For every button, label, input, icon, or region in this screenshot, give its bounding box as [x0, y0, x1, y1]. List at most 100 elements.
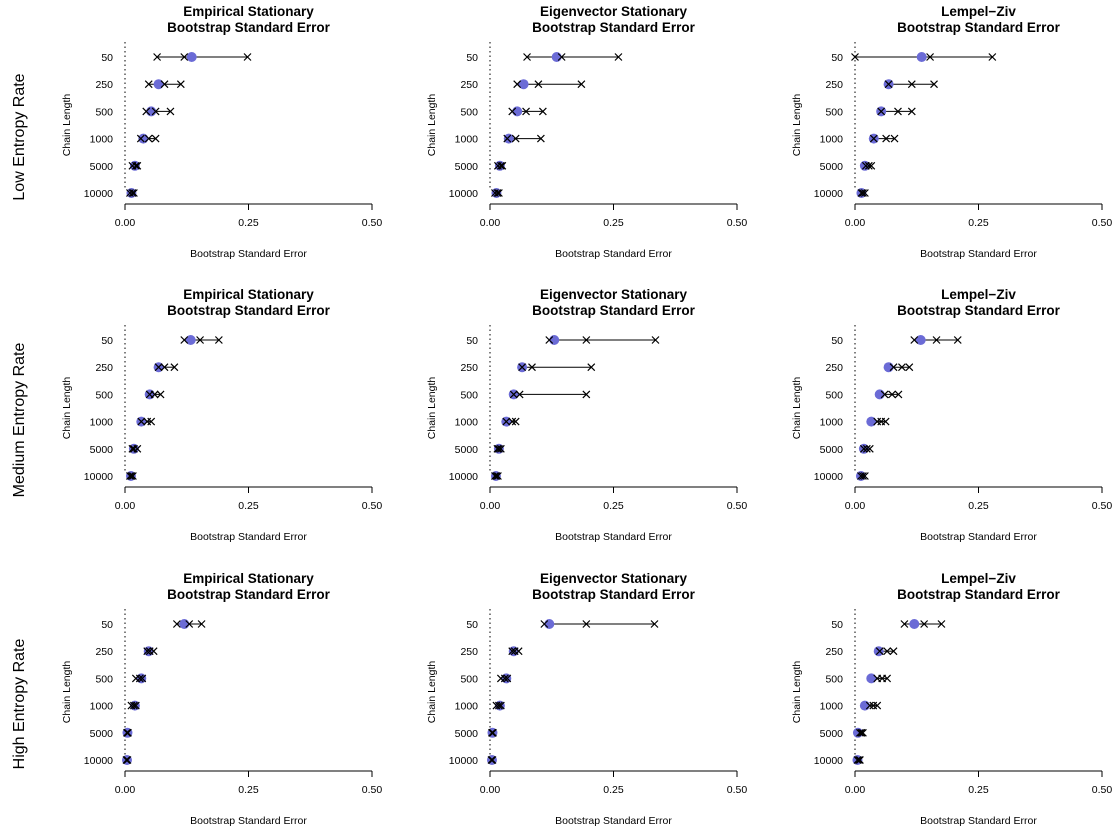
cross-marker [493, 444, 502, 453]
cross-marker [144, 80, 153, 89]
cross-marker [128, 189, 137, 197]
cross-marker [147, 417, 156, 426]
cross-marker [131, 161, 140, 170]
cross-marker [881, 417, 890, 426]
x-tick-label: 0.50 [1092, 217, 1113, 229]
y-tick-label: 5000 [90, 161, 114, 173]
y-tick-label: 500 [460, 673, 478, 685]
y-tick-label: 500 [460, 106, 478, 118]
y-tick-label: 500 [95, 389, 113, 401]
cross-marker [498, 161, 507, 170]
cross-marker [503, 134, 512, 143]
cross-marker [156, 390, 165, 399]
y-tick-label: 10000 [814, 471, 843, 483]
data-point [909, 619, 920, 629]
cross-marker [953, 336, 962, 344]
cross-marker [880, 390, 889, 399]
y-axis-label: Chain Length [791, 661, 803, 724]
y-tick-label: 50 [101, 619, 113, 631]
cross-marker [160, 363, 169, 372]
cross-marker [131, 701, 140, 710]
cross-marker [867, 161, 876, 170]
data-point [916, 52, 927, 62]
cross-marker [133, 444, 142, 453]
cross-marker [150, 390, 159, 399]
cross-marker [858, 472, 867, 480]
panel-subtitle: Bootstrap Standard Error [532, 20, 696, 35]
cross-marker [865, 444, 874, 453]
cross-marker [882, 134, 891, 143]
x-tick-label: 0.25 [603, 217, 624, 229]
x-tick-label: 0.00 [115, 784, 136, 796]
y-tick-label: 5000 [820, 728, 844, 740]
y-tick-label: 250 [460, 646, 478, 658]
data-point [866, 673, 877, 684]
data-point [186, 52, 197, 62]
x-axis-label: Bootstrap Standard Error [920, 248, 1037, 260]
x-tick-label: 0.50 [1092, 784, 1113, 796]
x-tick-label: 0.00 [845, 500, 866, 512]
panel-title: Empirical Stationary [183, 571, 314, 586]
cross-marker [151, 107, 160, 116]
cross-marker [907, 80, 916, 89]
cross-marker [860, 189, 869, 197]
cross-marker [877, 107, 886, 116]
cross-marker [166, 107, 175, 116]
cross-marker [511, 134, 520, 143]
x-axis-label: Bootstrap Standard Error [190, 815, 307, 827]
x-tick-label: 0.00 [480, 500, 501, 512]
data-point [146, 106, 157, 117]
cross-marker [860, 472, 869, 480]
cross-marker [518, 363, 527, 372]
y-axis-label: Chain Length [426, 661, 438, 724]
cross-marker [889, 647, 898, 656]
cross-marker [614, 53, 623, 61]
data-point [501, 673, 512, 684]
y-tick-label: 500 [825, 389, 843, 401]
cross-marker [855, 756, 863, 764]
y-tick-label: 10000 [84, 755, 113, 767]
cross-marker [853, 756, 862, 764]
cross-marker [493, 472, 502, 480]
x-tick-label: 0.25 [603, 500, 624, 512]
cross-marker [522, 107, 530, 116]
x-tick-label: 0.25 [238, 784, 259, 796]
cross-marker [142, 107, 151, 116]
cross-marker [883, 647, 892, 656]
y-tick-label: 1000 [90, 134, 114, 146]
data-point [551, 52, 562, 62]
panel-title: Eigenvector Stationary [540, 287, 688, 302]
cross-marker [930, 80, 938, 89]
y-tick-label: 5000 [455, 728, 479, 740]
cross-marker [494, 701, 503, 710]
data-point [866, 416, 877, 427]
cross-marker [851, 53, 859, 61]
y-tick-label: 1000 [455, 417, 479, 429]
cross-marker [488, 756, 497, 764]
data-point [549, 335, 560, 345]
x-tick-label: 0.00 [115, 217, 136, 229]
panel-subtitle: Bootstrap Standard Error [897, 303, 1061, 318]
data-point [129, 160, 140, 171]
y-tick-label: 500 [460, 389, 478, 401]
panel-subtitle: Bootstrap Standard Error [897, 587, 1061, 602]
cross-marker [496, 161, 505, 170]
panel-subtitle: Bootstrap Standard Error [532, 587, 696, 602]
cross-marker [502, 417, 511, 426]
y-tick-label: 1000 [820, 134, 844, 146]
row-label: Medium Entropy Rate [11, 343, 28, 498]
data-point [153, 79, 164, 90]
x-axis-label: Bootstrap Standard Error [190, 531, 307, 543]
y-tick-label: 10000 [449, 471, 478, 483]
x-tick-label: 0.50 [727, 217, 748, 229]
y-axis-label: Chain Length [426, 377, 438, 440]
cross-marker [577, 80, 586, 89]
row-label: Low Entropy Rate [11, 73, 28, 200]
cross-marker [135, 674, 144, 683]
cross-marker [907, 107, 916, 116]
y-tick-label: 5000 [455, 161, 479, 173]
y-tick-label: 5000 [90, 444, 114, 456]
cross-marker [900, 620, 909, 628]
y-tick-label: 50 [831, 619, 843, 631]
cross-marker [865, 701, 874, 710]
